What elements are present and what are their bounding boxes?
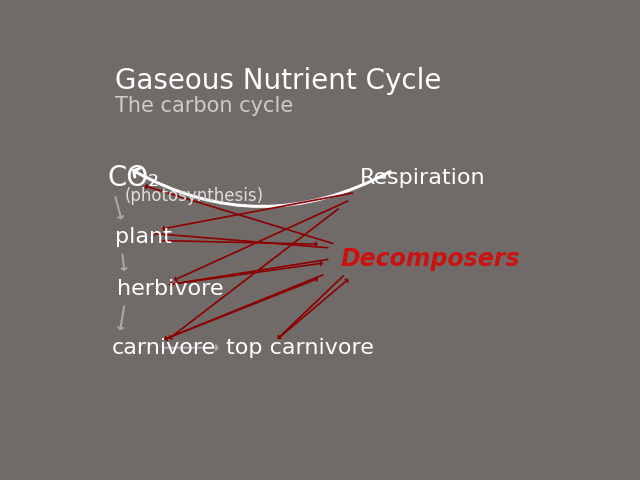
Text: herbivore: herbivore	[117, 278, 224, 299]
Text: Decomposers: Decomposers	[340, 247, 520, 271]
Text: plant: plant	[115, 227, 172, 247]
Text: Respiration: Respiration	[360, 168, 486, 188]
Text: top carnivore: top carnivore	[227, 338, 374, 358]
Text: Gaseous Nutrient Cycle: Gaseous Nutrient Cycle	[115, 67, 441, 95]
Text: (photosynthesis): (photosynthesis)	[125, 187, 264, 205]
Text: The carbon cycle: The carbon cycle	[115, 96, 293, 117]
Text: carnivore: carnivore	[112, 338, 216, 358]
Text: CO₂: CO₂	[108, 164, 159, 192]
